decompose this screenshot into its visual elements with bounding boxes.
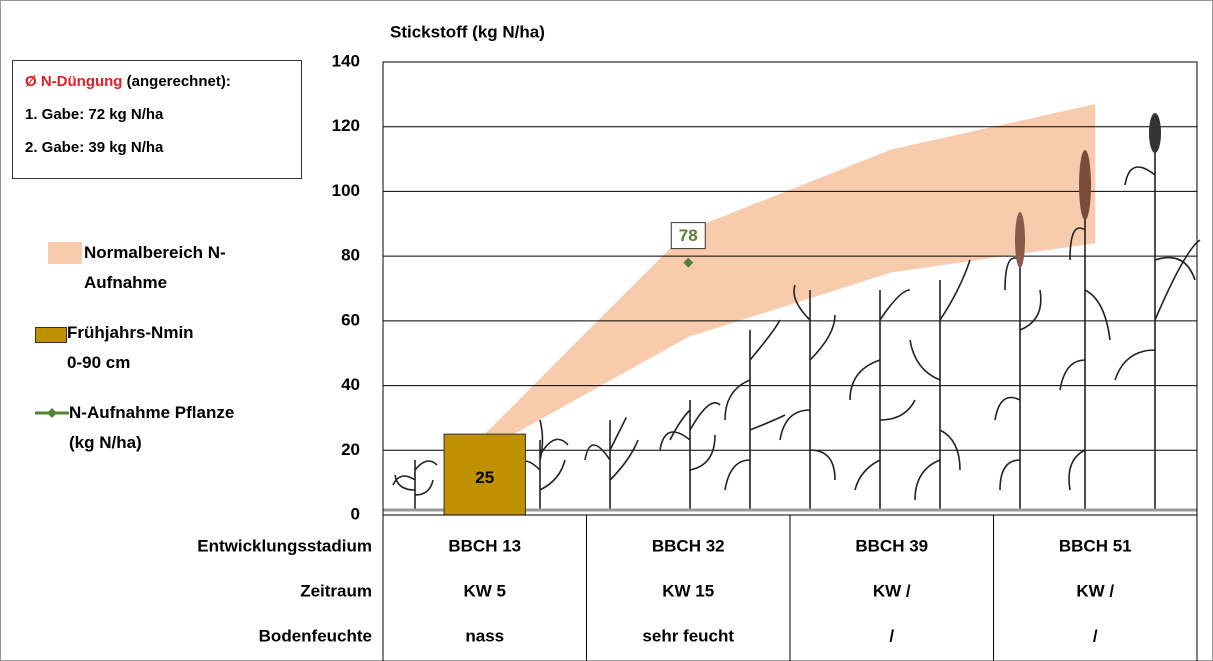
x-tick-label: BBCH 39 bbox=[855, 536, 928, 555]
data-label: 78 bbox=[679, 226, 698, 245]
y-tick-label: 100 bbox=[332, 181, 360, 200]
table-cell: KW 5 bbox=[464, 581, 507, 600]
legend-marker bbox=[47, 408, 57, 418]
legend-label: N-Aufnahme Pflanze (kg N/ha) bbox=[69, 398, 249, 458]
info-heading-note: (angerechnet): bbox=[127, 73, 231, 90]
y-tick-label: 120 bbox=[332, 116, 360, 135]
x-tick-label: BBCH 13 bbox=[448, 536, 521, 555]
axis-title: Stickstoff (kg N/ha) bbox=[390, 22, 545, 41]
table-cell: / bbox=[1093, 626, 1098, 645]
y-tick-label: 40 bbox=[341, 375, 360, 394]
x-tick-label: BBCH 32 bbox=[652, 536, 725, 555]
bar-label: 25 bbox=[475, 468, 494, 487]
page: {"chart_data": { "type": "combo", "title… bbox=[0, 0, 1213, 661]
x-tick-label: BBCH 51 bbox=[1059, 536, 1132, 555]
legend-swatch bbox=[48, 242, 82, 264]
legend-entry: Normalbereich N-Aufnahme bbox=[48, 238, 238, 298]
table-cell: KW 15 bbox=[662, 581, 714, 600]
y-tick-label: 140 bbox=[332, 51, 360, 70]
info-heading-line: Ø N-Düngung (angerechnet): bbox=[25, 73, 231, 90]
y-tick-label: 80 bbox=[341, 246, 360, 265]
legend-entry: N-Aufnahme Pflanze (kg N/ha) bbox=[35, 398, 265, 458]
table-cell: KW / bbox=[873, 581, 911, 600]
row-label: Zeitraum bbox=[300, 581, 372, 600]
y-tick-label: 0 bbox=[351, 504, 360, 523]
info-line: 2. Gabe: 39 kg N/ha bbox=[25, 139, 163, 156]
table-cell: nass bbox=[465, 626, 504, 645]
band-layer bbox=[485, 104, 1096, 450]
legend-swatch bbox=[35, 406, 69, 420]
info-line: 1. Gabe: 72 kg N/ha bbox=[25, 106, 163, 123]
table-cell: sehr feucht bbox=[642, 626, 734, 645]
legend-entry: Frühjahrs-Nmin 0-90 cm bbox=[35, 318, 225, 378]
table-cell: / bbox=[889, 626, 894, 645]
legend-label: Normalbereich N-Aufnahme bbox=[84, 238, 234, 298]
legend-label: Frühjahrs-Nmin 0-90 cm bbox=[67, 318, 207, 378]
y-tick-label: 60 bbox=[341, 310, 360, 329]
row-label: Entwicklungsstadium bbox=[197, 536, 372, 555]
legend-swatch bbox=[35, 327, 67, 343]
normal-range-band bbox=[485, 104, 1096, 450]
info-heading: Ø N-Düngung bbox=[25, 73, 122, 90]
table-cell: KW / bbox=[1076, 581, 1114, 600]
y-tick-label: 20 bbox=[341, 440, 360, 459]
info-box: Ø N-Düngung (angerechnet): 1. Gabe: 72 k… bbox=[12, 60, 302, 179]
row-label: Bodenfeuchte bbox=[259, 626, 372, 645]
